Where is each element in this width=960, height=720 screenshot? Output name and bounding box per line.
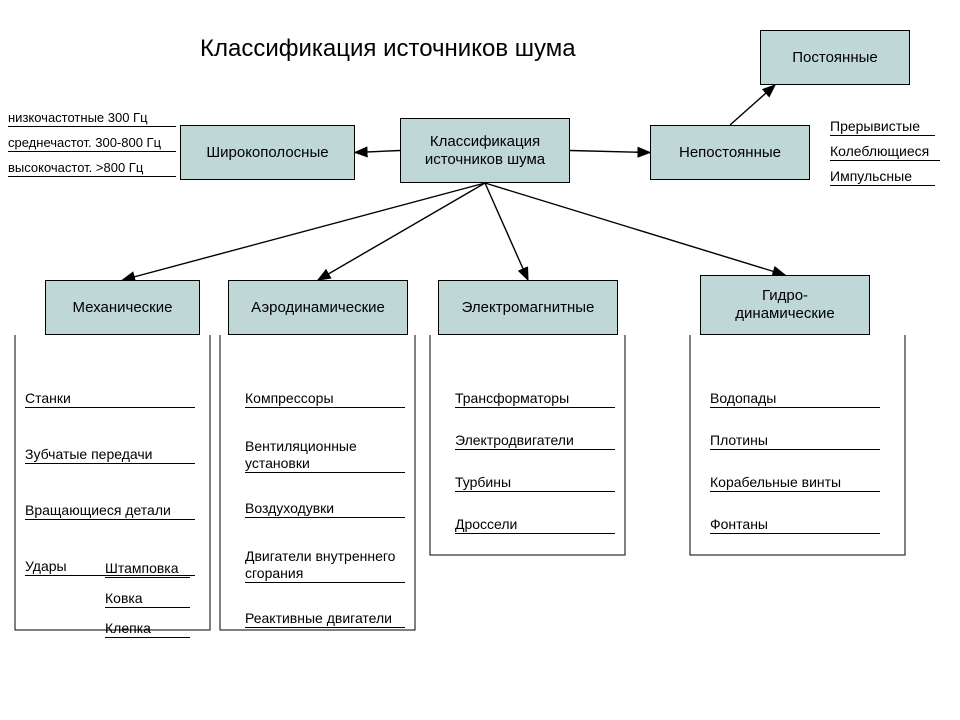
item-electro-2: Турбины [455, 474, 615, 492]
node-mechanical-label: Механические [73, 299, 173, 317]
node-hydro-label: Гидро- динамические [735, 287, 834, 323]
item-hydro-3: Фонтаны [710, 516, 880, 534]
item-electro-3: Дроссели [455, 516, 615, 534]
node-broadband-label: Широкополосные [206, 144, 328, 162]
node-broadband: Широкополосные [180, 125, 355, 180]
item-electro-1: Электродвигатели [455, 432, 615, 450]
node-constant-label: Постоянные [792, 49, 877, 67]
freq-low-label: низкочастотные 300 Гц [8, 110, 176, 127]
item-mechanical-sub-0: Штамповка [105, 560, 190, 578]
node-hydro: Гидро- динамические [700, 275, 870, 335]
node-mechanical: Механические [45, 280, 200, 335]
node-aero-label: Аэродинамические [251, 299, 385, 317]
item-hydro-0: Водопады [710, 390, 880, 408]
item-aero-1: Вентиляционные установки [245, 438, 405, 473]
item-aero-4: Реактивные двигатели [245, 610, 405, 628]
item-mechanical-1: Зубчатые передачи [25, 446, 195, 464]
item-aero-3: Двигатели внутреннего сгорания [245, 548, 405, 583]
variable-intermittent-label: Прерывистые [830, 118, 935, 136]
item-hydro-1: Плотины [710, 432, 880, 450]
item-mechanical-sub-1: Ковка [105, 590, 190, 608]
node-constant: Постоянные [760, 30, 910, 85]
variable-impulsive-label: Импульсные [830, 168, 935, 186]
item-mechanical-sub-2: Клепка [105, 620, 190, 638]
freq-mid-label: среднечастот. 300-800 Гц [8, 135, 176, 152]
node-variable-label: Непостоянные [679, 144, 781, 162]
item-electro-0: Трансформаторы [455, 390, 615, 408]
item-aero-2: Воздуходувки [245, 500, 405, 518]
diagram-title: Классификация источников шума [200, 35, 576, 64]
node-variable: Непостоянные [650, 125, 810, 180]
node-aero: Аэродинамические [228, 280, 408, 335]
item-hydro-2: Корабельные винты [710, 474, 880, 492]
node-root: Классификация источников шума [400, 118, 570, 183]
node-electro-label: Электромагнитные [462, 299, 595, 317]
node-electro: Электромагнитные [438, 280, 618, 335]
item-mechanical-0: Станки [25, 390, 195, 408]
node-root-label: Классификация источников шума [407, 133, 563, 169]
item-mechanical-2: Вращающиеся детали [25, 502, 195, 520]
item-aero-0: Компрессоры [245, 390, 405, 408]
freq-high-label: высокочастот. >800 Гц [8, 160, 176, 177]
variable-oscillating-label: Колеблющиеся [830, 143, 940, 161]
